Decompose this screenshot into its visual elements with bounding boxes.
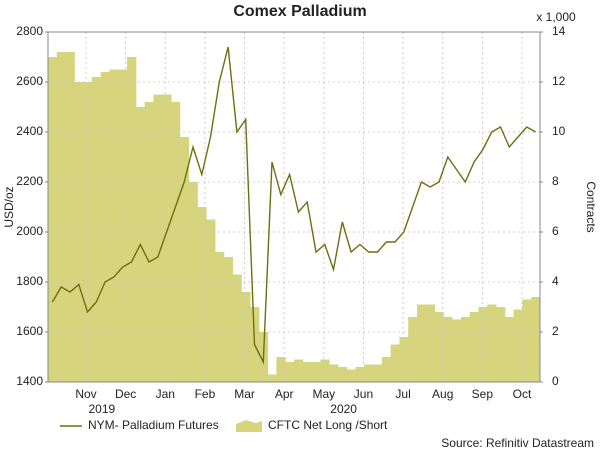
- area-step: [302, 362, 313, 382]
- x-tick-label: Sep: [472, 387, 494, 401]
- y-tick-label: 1400: [16, 374, 43, 388]
- area-step: [487, 304, 497, 382]
- area-step: [83, 82, 93, 382]
- area-step: [329, 364, 339, 382]
- price-line: [51, 46, 536, 365]
- area-step: [48, 57, 58, 382]
- area-step: [179, 137, 190, 382]
- area-step: [232, 274, 242, 382]
- y2-tick-label: 6: [552, 224, 559, 238]
- x-tick-label: Aug: [432, 387, 453, 401]
- y2-tick-label: 14: [552, 24, 566, 38]
- y2-tick-label: 2: [552, 324, 559, 338]
- y-tick-label: 2000: [16, 224, 43, 238]
- area-step: [496, 307, 506, 382]
- legend-area: [236, 420, 262, 432]
- area-step: [381, 357, 392, 382]
- x-tick-label: Mar: [234, 387, 255, 401]
- area-step: [408, 317, 418, 382]
- y-tick-label: 1600: [16, 324, 43, 338]
- chart-title: Comex Palladium: [233, 3, 366, 20]
- area-step: [127, 57, 137, 382]
- area-step: [417, 304, 427, 382]
- y2-tick-label: 0: [552, 374, 559, 388]
- area-step: [504, 317, 515, 382]
- y2-tick-label: 4: [552, 274, 559, 288]
- area-step: [399, 337, 409, 382]
- area-step: [320, 359, 330, 382]
- y-tick-label: 2200: [16, 174, 43, 188]
- x-tick-label: Apr: [275, 387, 294, 401]
- x-tick-label: Jul: [395, 387, 410, 401]
- area-step: [214, 252, 225, 382]
- x-tick-label: Jun: [354, 387, 373, 401]
- area-step: [206, 219, 216, 382]
- x-tick-label: Feb: [195, 387, 216, 401]
- y-tick-label: 2600: [16, 74, 43, 88]
- area-step: [285, 362, 295, 382]
- area-step: [276, 357, 286, 382]
- y-axis-label: USD/oz: [2, 186, 16, 227]
- area-step: [373, 364, 383, 382]
- y2-unit: x 1,000: [536, 10, 576, 24]
- area-step: [311, 362, 321, 382]
- area-step: [153, 94, 163, 382]
- area-step: [109, 69, 119, 382]
- x-tick-label: Nov: [75, 387, 96, 401]
- area-step: [513, 309, 523, 382]
- area-step: [522, 299, 532, 382]
- area-step: [469, 312, 479, 382]
- plot-frame: [47, 31, 541, 383]
- y2-axis-label: Contracts: [584, 181, 598, 232]
- area-step: [355, 367, 365, 382]
- x-tick-label: Jan: [156, 387, 175, 401]
- area-step: [197, 207, 207, 382]
- area-step: [162, 94, 172, 382]
- area-step: [118, 69, 128, 382]
- y-tick-label: 2400: [16, 124, 43, 138]
- area-step: [434, 312, 444, 382]
- y2-tick-label: 10: [552, 124, 566, 138]
- y2-tick-label: 12: [552, 74, 566, 88]
- y-tick-label: 2800: [16, 24, 43, 38]
- area-step: [531, 297, 541, 382]
- year-label: 2020: [330, 402, 357, 416]
- area-step: [443, 317, 453, 382]
- area-step: [425, 304, 436, 382]
- area-step: [390, 344, 400, 382]
- area-step: [241, 292, 251, 382]
- area-step: [171, 102, 181, 382]
- area-step: [452, 319, 462, 382]
- area-step: [478, 307, 488, 382]
- area-step: [267, 374, 277, 382]
- x-tick-label: Oct: [513, 387, 532, 401]
- legend-label: NYM- Palladium Futures: [88, 418, 219, 432]
- area-step: [294, 359, 304, 382]
- source: Source: Refinitiv Datastream: [441, 436, 594, 450]
- area-step: [364, 364, 374, 382]
- area-step: [460, 317, 471, 382]
- area-step: [91, 77, 102, 382]
- area-step: [56, 52, 67, 382]
- area-step: [346, 369, 356, 382]
- area-step: [100, 72, 110, 382]
- area-step: [223, 257, 233, 382]
- y2-tick-label: 8: [552, 174, 559, 188]
- year-label: 2019: [89, 402, 116, 416]
- x-tick-label: May: [312, 387, 335, 401]
- y-tick-label: 1800: [16, 274, 43, 288]
- area-step: [337, 367, 348, 382]
- area-step: [65, 52, 75, 382]
- legend-label: CFTC Net Long /Short: [268, 418, 388, 432]
- area-step: [144, 102, 154, 382]
- x-tick-label: Dec: [115, 387, 136, 401]
